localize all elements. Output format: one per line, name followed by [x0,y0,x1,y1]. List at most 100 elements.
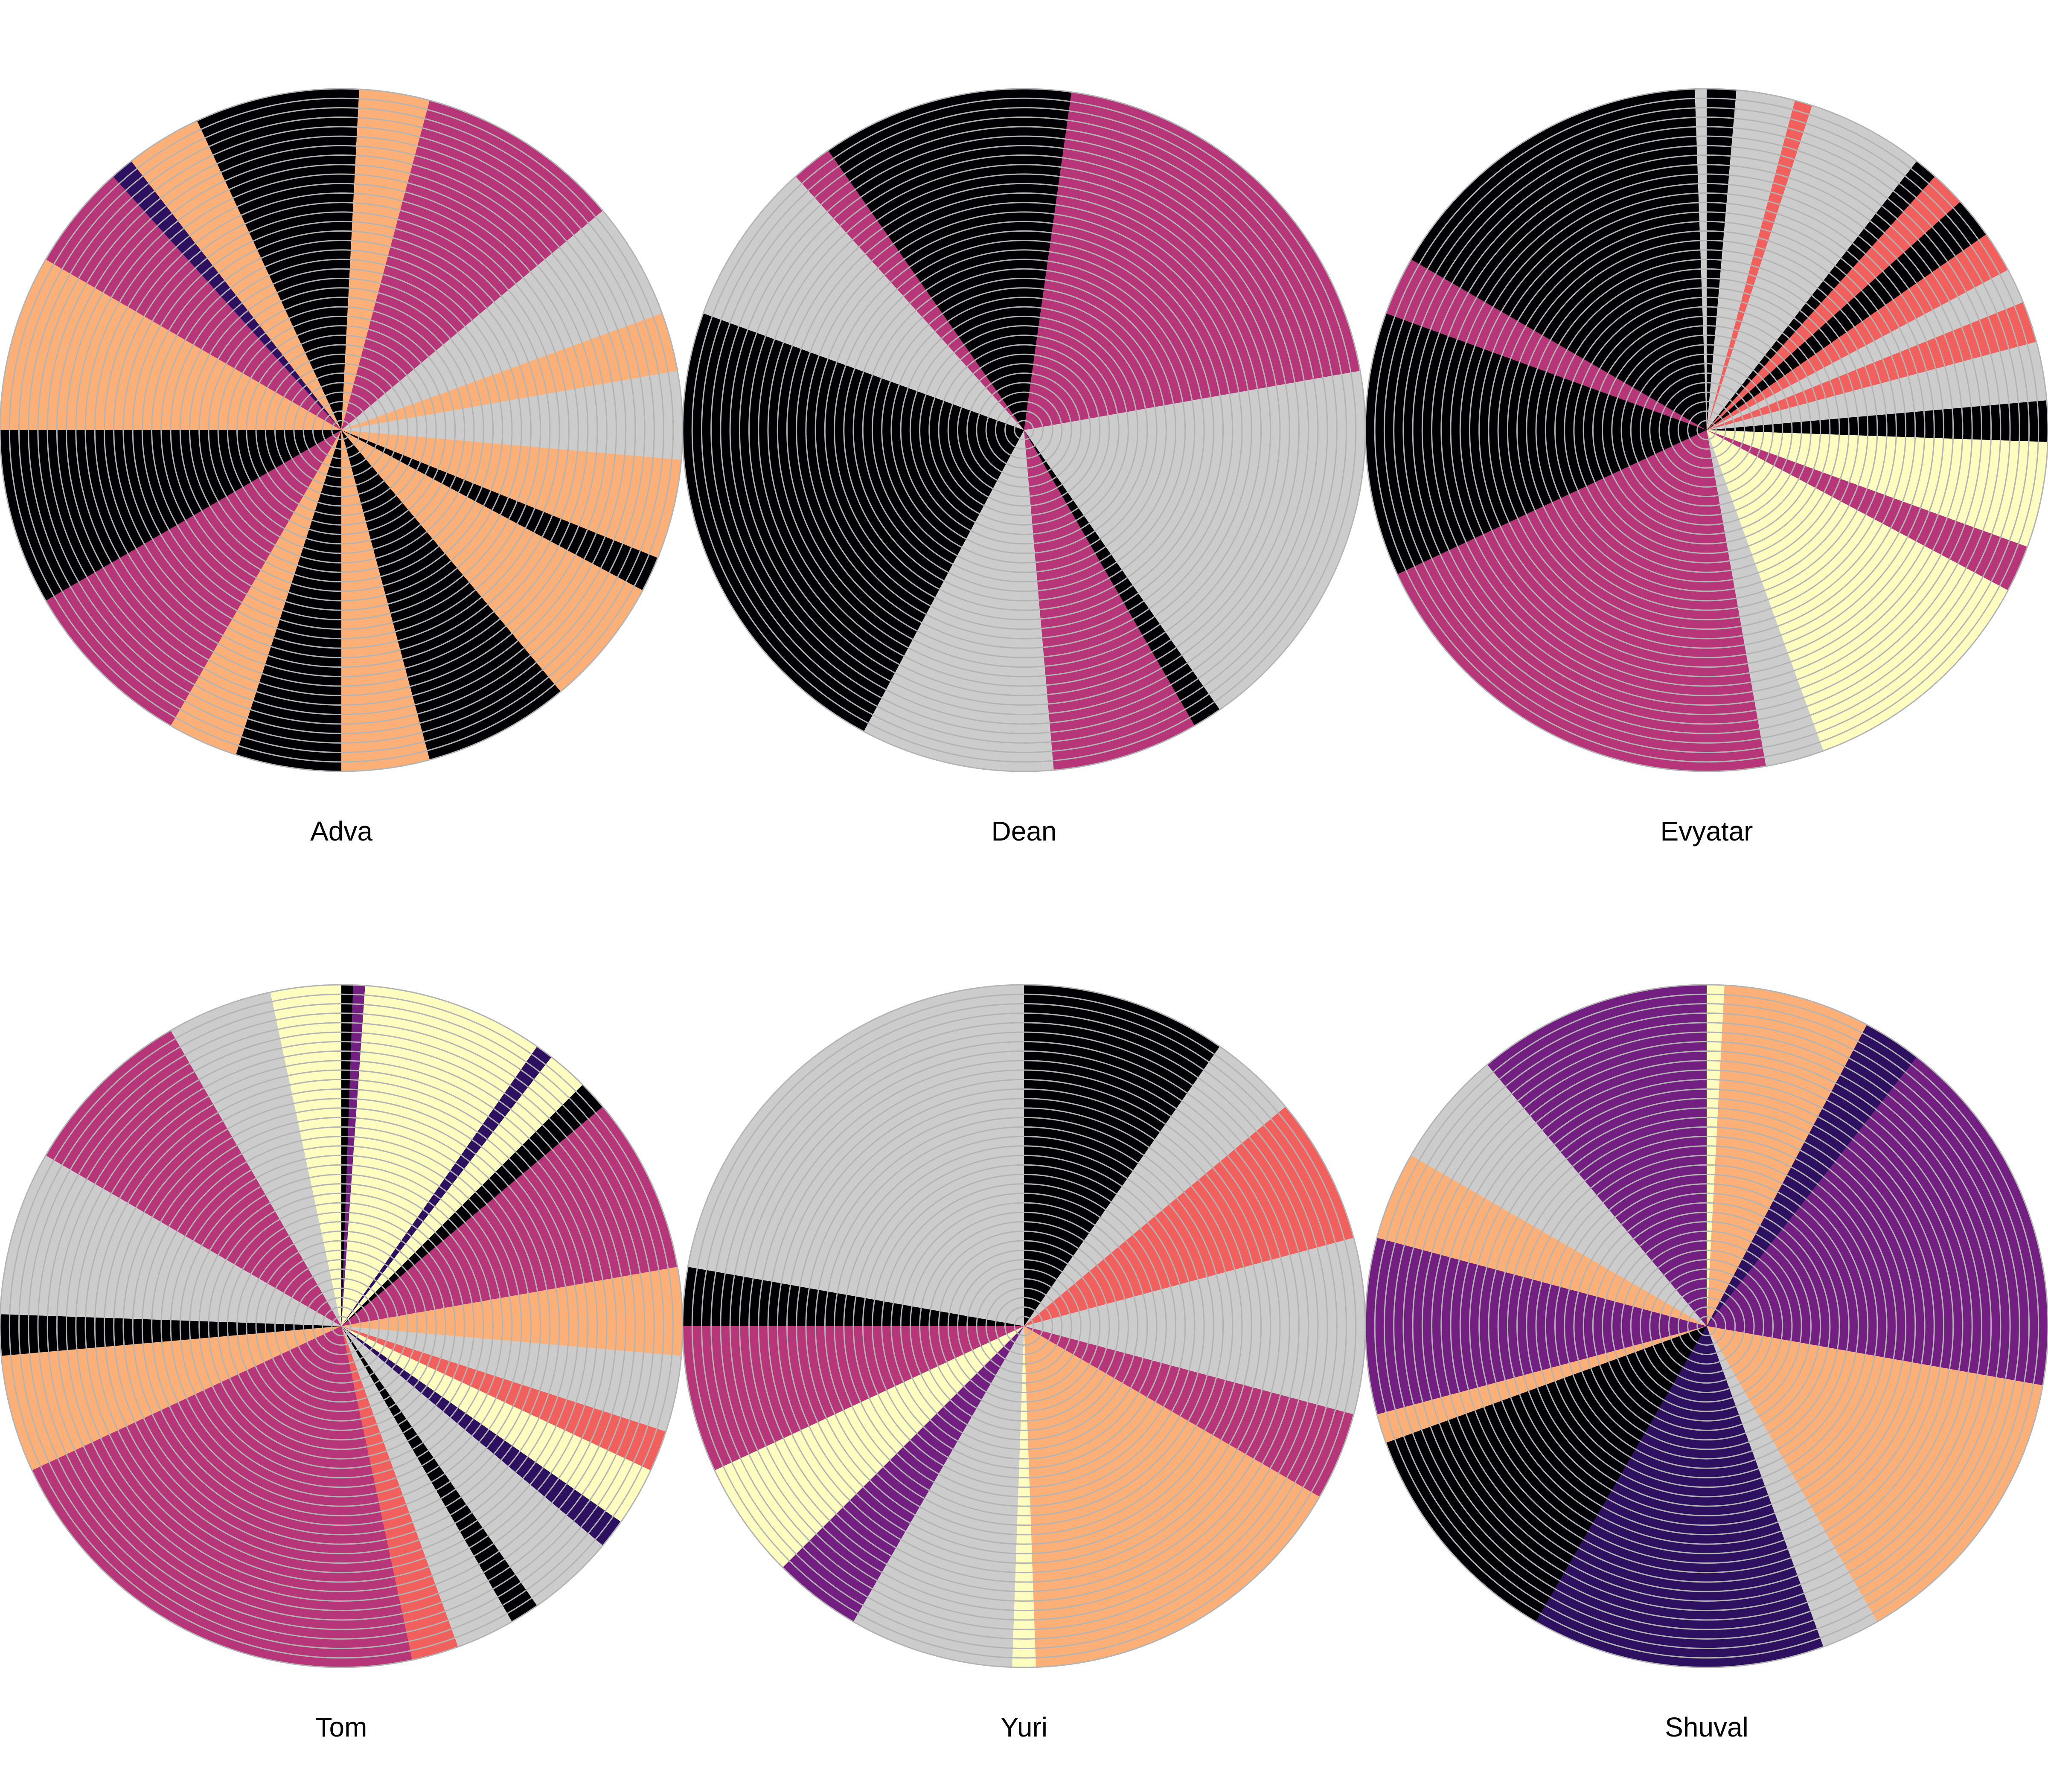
segment-8 [1377,1326,1707,1443]
ring-line [701,107,1347,753]
ring-line [1602,325,1812,535]
ring-line [1583,306,1831,554]
panel-label: Yuri [1001,1712,1047,1743]
ring-line [1421,145,1992,716]
ring-line [303,391,380,469]
segment-17 [113,161,341,431]
ring-line [1440,1060,1973,1592]
ring-line [1611,335,1802,526]
segment-9 [341,430,561,760]
segment-1 [1707,985,1867,1326]
ring-line [834,240,1214,620]
ring-line [246,1231,437,1422]
ring-line [28,1012,655,1640]
ring-line [710,1012,1338,1640]
ring-line [18,107,665,753]
ring-line [1450,173,1964,687]
segment-5 [341,1085,603,1326]
segment-12 [341,1326,603,1606]
ring-line [1393,116,2020,744]
ring-line [805,1107,1243,1545]
panel-label: Evyatar [1661,816,1753,847]
ring-line [208,297,475,564]
ring-line [777,183,1271,678]
ring-line [170,1155,513,1498]
segment-6 [341,430,681,558]
ring-line [871,277,1177,583]
segment-10 [341,430,430,771]
ring-line [179,268,503,592]
panel-label: Tom [316,1712,367,1743]
ring-line [1516,240,1897,620]
segment-14 [1707,430,2008,751]
segment-11 [1411,1065,1707,1326]
ring-line [1583,1202,1831,1450]
segment-19 [1411,89,1707,431]
segment-4 [1024,1326,1354,1497]
panel-evyatar: Evyatar [1364,88,2048,847]
ring-line [1573,1193,1840,1460]
segments [0,985,683,1668]
segment-4 [341,313,678,430]
ring-line [198,1183,484,1469]
ring-line [852,259,1196,602]
ring-line [151,1136,532,1516]
ring-line [151,240,532,620]
ring-line [274,1259,409,1393]
segment-14 [341,1326,512,1647]
ring-line [947,1249,1101,1403]
ring-line [691,97,1357,763]
ring-line [1478,202,1935,658]
ring-line [1620,344,1793,516]
ring-line [1687,1306,1726,1346]
segment-2 [1024,371,1366,710]
segment-19 [197,89,341,430]
ring-line [1639,363,1774,497]
segments [1365,89,2048,772]
ring-line [94,1079,589,1574]
ring-line [1014,420,1034,440]
segments [683,985,1366,1667]
ring-line [1402,1022,2011,1630]
ring-line [1554,277,1859,583]
ring-line [796,202,1252,658]
panel-label: Shuval [1665,1712,1748,1743]
ring-line [729,135,1319,725]
ring-line [1630,353,1783,507]
ring-line [1440,164,1973,696]
ring-line [995,401,1053,460]
ring-line [141,230,541,630]
ring-line [691,993,1357,1659]
ring-line [1668,391,1745,469]
ring-line [236,1221,446,1431]
ring-line [786,192,1262,668]
ring-line [966,372,1082,488]
segment-18 [1386,259,1707,430]
ring-line [1364,984,2048,1668]
ring-lines [0,984,684,1668]
ring-line [113,202,570,658]
segment-10 [1377,1155,1707,1326]
segment-7 [703,176,1024,431]
ring-line [265,1249,418,1403]
ring-line [1004,410,1044,450]
ring-line [179,1164,503,1488]
segment-4 [1707,161,1935,431]
ring-line [37,126,646,734]
ring-line [1459,183,1954,678]
ring-line [75,1060,608,1592]
ring-line [919,1221,1129,1431]
ring-line [1526,1145,1888,1507]
ring-line [815,1117,1233,1536]
ring-lines [682,88,1366,772]
ring-line [1545,268,1869,592]
ring-line [938,344,1110,516]
segments [683,89,1366,772]
ring-line [1469,192,1945,668]
ring-line [160,249,522,611]
ring-line [720,1022,1328,1630]
ring-line [1535,1155,1878,1498]
ring-line [331,420,352,440]
ring-lines [0,88,684,772]
